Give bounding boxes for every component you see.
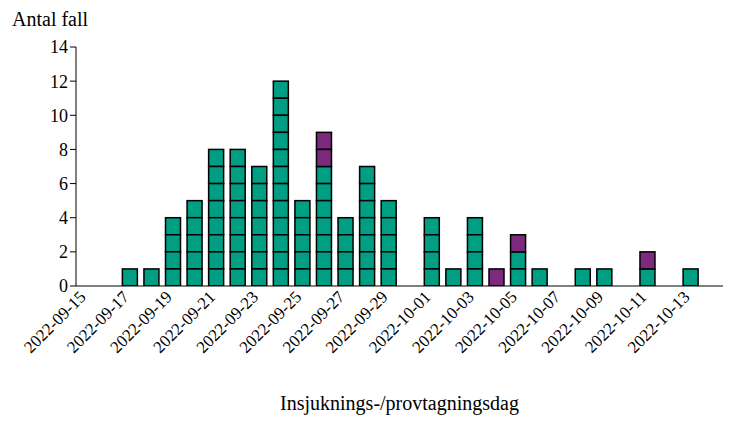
svg-text:2022-09-21: 2022-09-21: [149, 287, 219, 357]
html-text:Antal fall: Antal fall: [12, 8, 89, 30]
svg-text:2022-10-07: 2022-10-07: [494, 287, 565, 357]
svg-text:6: 6: [59, 174, 68, 194]
svg-text:2022-10-09: 2022-10-09: [537, 287, 608, 357]
svg-text:2022-09-29: 2022-09-29: [322, 287, 392, 357]
svg-text:2022-09-25: 2022-09-25: [235, 287, 306, 357]
svg-text:14: 14: [50, 37, 68, 57]
svg-text:2022-09-19: 2022-09-19: [106, 287, 176, 357]
svg-text:2022-10-01: 2022-10-01: [365, 287, 435, 357]
svg-text:2022-09-27: 2022-09-27: [278, 287, 349, 357]
svg-text:2022-09-17: 2022-09-17: [63, 287, 133, 357]
svg-text:8: 8: [59, 140, 68, 160]
svg-text:2022-10-05: 2022-10-05: [451, 287, 521, 357]
svg-text:12: 12: [50, 72, 68, 92]
svg-text:4: 4: [59, 208, 68, 228]
svg-text:2022-10-03: 2022-10-03: [408, 287, 478, 357]
svg-text:10: 10: [50, 106, 68, 126]
svg-text:2022-10-13: 2022-10-13: [624, 287, 694, 357]
svg-text:2022-10-11: 2022-10-11: [581, 287, 651, 357]
svg-text:Insjuknings-/provtagningsdag: Insjuknings-/provtagningsdag: [280, 392, 519, 415]
svg-text:2022-09-15: 2022-09-15: [20, 287, 90, 357]
svg-text:2: 2: [59, 242, 68, 262]
svg-text:0: 0: [59, 276, 68, 296]
svg-text:2022-09-23: 2022-09-23: [192, 287, 263, 357]
